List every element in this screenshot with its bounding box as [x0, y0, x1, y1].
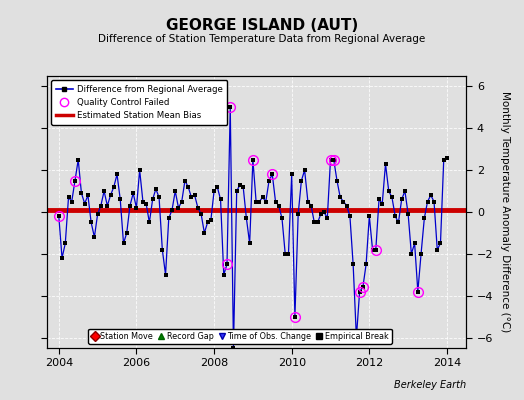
Text: Berkeley Earth: Berkeley Earth — [394, 380, 466, 390]
Text: GEORGE ISLAND (AUT): GEORGE ISLAND (AUT) — [166, 18, 358, 33]
Legend: Station Move, Record Gap, Time of Obs. Change, Empirical Break: Station Move, Record Gap, Time of Obs. C… — [88, 328, 392, 344]
Y-axis label: Monthly Temperature Anomaly Difference (°C): Monthly Temperature Anomaly Difference (… — [500, 91, 510, 333]
Text: Difference of Station Temperature Data from Regional Average: Difference of Station Temperature Data f… — [99, 34, 425, 44]
